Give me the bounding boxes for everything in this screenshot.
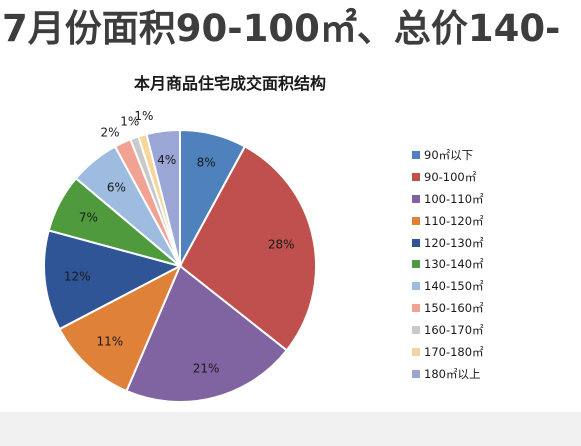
legend-item: 130-140㎡ xyxy=(412,253,484,275)
legend-label: 120-130㎡ xyxy=(424,235,484,250)
legend-swatch xyxy=(412,150,420,159)
legend-label: 110-120㎡ xyxy=(424,213,484,228)
legend-swatch xyxy=(412,260,420,269)
pie-slice-11 xyxy=(145,128,181,267)
legend-item: 90-100㎡ xyxy=(412,166,484,188)
slice-label-9: 1% xyxy=(120,115,139,129)
legend-label: 100-110㎡ xyxy=(424,191,484,206)
legend-swatch xyxy=(412,369,420,378)
legend-label: 90-100㎡ xyxy=(424,169,477,184)
slice-label-3: 21% xyxy=(193,361,220,375)
legend-item: 160-170㎡ xyxy=(412,319,484,341)
slice-label-2: 28% xyxy=(268,238,295,252)
legend-label: 170-180㎡ xyxy=(424,344,484,359)
legend-swatch xyxy=(412,326,420,335)
pie-slice-2 xyxy=(178,145,317,352)
legend-swatch xyxy=(412,194,420,203)
legend-item: 90㎡以下 xyxy=(412,144,484,166)
legend-item: 110-120㎡ xyxy=(412,210,484,232)
legend-swatch xyxy=(412,304,420,313)
legend-swatch xyxy=(412,216,420,225)
legend-item: 150-160㎡ xyxy=(412,297,484,319)
page-headline: 7月份面积90-100㎡、总价140- xyxy=(2,7,561,50)
legend-item: 120-130㎡ xyxy=(412,232,484,254)
slice-label-4: 11% xyxy=(96,334,123,348)
slice-label-5: 12% xyxy=(64,270,91,284)
legend-swatch xyxy=(412,172,420,181)
legend-swatch xyxy=(412,347,420,356)
bottom-strip xyxy=(0,412,581,446)
pie-slice-3 xyxy=(125,264,289,403)
legend-label: 140-150㎡ xyxy=(424,279,484,294)
legend-label: 180㎡以上 xyxy=(424,366,481,381)
legend-swatch xyxy=(412,238,420,247)
pie-slice-5 xyxy=(43,229,183,331)
legend-label: 150-160㎡ xyxy=(424,301,484,316)
slice-label-1: 8% xyxy=(197,156,216,170)
legend-item: 100-110㎡ xyxy=(412,188,484,210)
slice-label-11: 4% xyxy=(157,153,176,167)
legend-item: 180㎡以上 xyxy=(412,363,484,385)
legend-item: 140-150㎡ xyxy=(412,275,484,297)
legend-item: 170-180㎡ xyxy=(412,341,484,363)
legend-label: 90㎡以下 xyxy=(424,147,474,162)
legend-label: 160-170㎡ xyxy=(424,323,484,338)
slice-label-6: 7% xyxy=(79,211,98,225)
legend-swatch xyxy=(412,282,420,291)
slice-label-7: 6% xyxy=(107,181,126,195)
chart-legend: 90㎡以下 90-100㎡ 100-110㎡ 110-120㎡ 120-130㎡ 130-… xyxy=(412,144,484,385)
slice-label-8: 2% xyxy=(101,125,120,139)
legend-label: 130-140㎡ xyxy=(424,257,484,272)
chart-title: 本月商品住宅成交面积结构 xyxy=(133,74,326,93)
pie-slice-4 xyxy=(58,263,183,393)
slice-label-10: 1% xyxy=(134,109,153,123)
